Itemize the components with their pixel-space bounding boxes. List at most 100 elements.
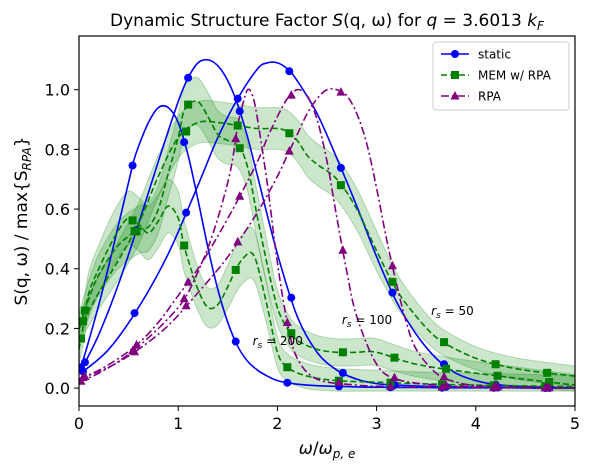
legend-marker [450, 91, 460, 100]
marker-triangle [441, 380, 451, 389]
marker-square [79, 317, 87, 326]
marker-triangle [439, 371, 449, 381]
marker-square [182, 127, 191, 136]
marker-triangle [132, 339, 142, 349]
marker-triangle [338, 245, 348, 254]
marker-circle [130, 309, 139, 318]
series-lines [79, 58, 575, 389]
marker-square [180, 241, 189, 250]
legend-label: RPA [478, 90, 502, 104]
marker-square [285, 129, 294, 138]
line-rpa-rs50 [79, 87, 575, 389]
marker-circle [285, 67, 294, 76]
marker-triangle [334, 377, 344, 386]
marker-circle [80, 358, 89, 367]
y-tick-label: 0.0 [45, 379, 70, 398]
legend-label: MEM w/ RPA [478, 69, 552, 83]
x-tick-label: 5 [570, 414, 580, 433]
marker-square [388, 277, 397, 286]
marker-square [184, 100, 193, 109]
marker-circle [336, 163, 345, 172]
marker-triangle [286, 90, 296, 99]
marker-triangle [233, 236, 243, 246]
marker-square [493, 371, 502, 380]
marker-circle [233, 94, 242, 103]
marker-square [283, 363, 292, 372]
marker-circle [338, 368, 347, 377]
marker-circle [184, 73, 193, 82]
marker-square [130, 227, 139, 236]
marker-triangle [231, 133, 241, 143]
y-tick-label: 0.4 [45, 260, 70, 279]
marker-triangle [79, 372, 88, 382]
marker-triangle [284, 146, 294, 155]
annotation-rs: rs = 100 [342, 313, 392, 330]
marker-triangle [542, 382, 552, 392]
legend: static MEM w/ RPA RPA [432, 41, 570, 111]
marker-square [338, 348, 347, 357]
marker-square [128, 216, 137, 225]
marker-circle [182, 208, 191, 217]
marker-square [233, 121, 242, 130]
marker-square [491, 360, 500, 369]
y-axis-label: S(q, ω) / max{SRPA} [12, 136, 34, 305]
series-markers [79, 67, 554, 392]
marker-square [336, 181, 345, 190]
legend-marker [451, 50, 459, 58]
y-axis-ticks: 0.0 0.2 0.4 0.6 0.8 1.0 [45, 81, 79, 398]
marker-square [235, 144, 244, 153]
marker-circle [388, 288, 397, 297]
line-static-rs200 [80, 104, 575, 389]
annotations: rs = 200 rs = 100 rs = 50 [253, 304, 474, 351]
marker-triangle [179, 293, 189, 303]
y-tick-label: 0.2 [45, 319, 70, 338]
legend-marker [451, 71, 459, 79]
y-tick-label: 0.8 [45, 140, 70, 159]
marker-square [390, 353, 399, 362]
marker-triangle [387, 260, 397, 270]
marker-square [543, 368, 552, 377]
y-tick-label: 1.0 [45, 81, 70, 100]
legend-box [432, 41, 570, 111]
marker-triangle [130, 346, 140, 356]
marker-circle [180, 138, 189, 147]
marker-circle [128, 161, 137, 170]
legend-label: static [478, 48, 511, 62]
marker-square [80, 306, 89, 315]
marker-triangle [336, 87, 346, 96]
marker-circle [235, 107, 244, 116]
marker-triangle [389, 372, 399, 382]
marker-triangle [491, 381, 501, 391]
annotation-rs: rs = 200 [253, 334, 303, 351]
marker-square [287, 329, 296, 338]
marker-square [442, 364, 451, 373]
x-tick-label: 0 [74, 414, 84, 433]
marker-triangle [183, 277, 193, 286]
annotation-rs: rs = 50 [431, 304, 474, 321]
plot-frame [78, 35, 576, 407]
band-mem-rs200 [79, 178, 575, 392]
y-tick-label: 0.6 [45, 200, 70, 219]
line-rpa-rs100 [79, 88, 575, 389]
marker-square [231, 265, 240, 274]
band-mem-rs100 [79, 76, 575, 392]
marker-triangle [181, 300, 191, 310]
x-tick-label: 3 [372, 414, 382, 433]
marker-circle [231, 337, 240, 346]
line-mem-w-rpa-rs50 [79, 120, 575, 377]
marker-circle [283, 378, 292, 387]
uncertainty-bands [79, 76, 575, 392]
marker-circle [287, 293, 296, 302]
x-axis-ticks: 0 1 2 3 4 5 [74, 406, 580, 433]
x-tick-label: 4 [471, 414, 481, 433]
x-tick-label: 2 [272, 414, 282, 433]
line-mem-w-rpa-rs200 [79, 205, 575, 388]
x-axis-label: ω/ωp, e [299, 439, 356, 461]
marker-square [545, 378, 554, 387]
marker-triangle [235, 191, 245, 200]
marker-triangle [282, 317, 292, 326]
marker-square [79, 334, 85, 343]
marker-square [440, 338, 449, 347]
marker-triangle [385, 381, 395, 390]
